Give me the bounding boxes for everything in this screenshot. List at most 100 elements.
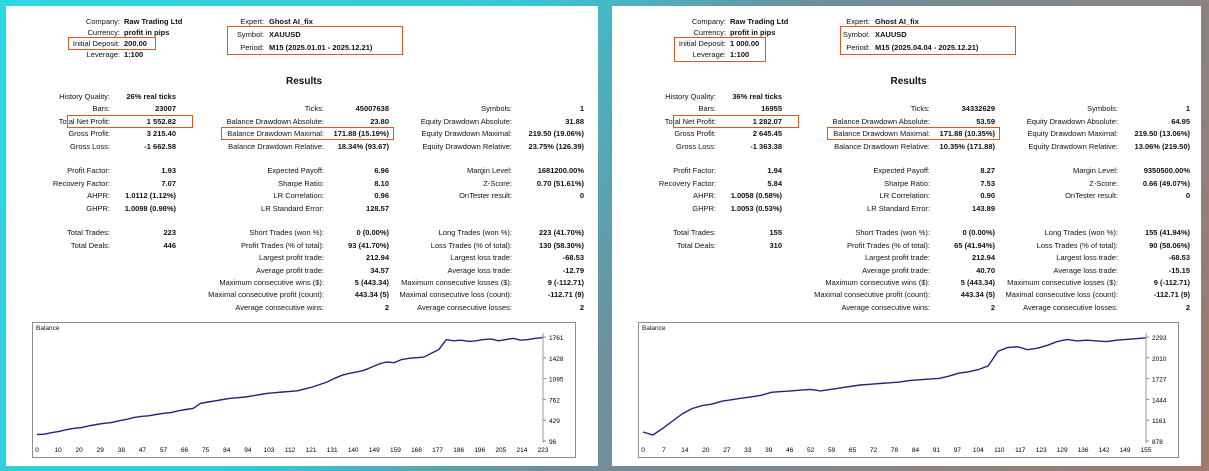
expert-value: Ghost AI_fix — [875, 17, 919, 26]
stat-value: 40.70 — [976, 265, 995, 275]
stat-label: Average loss trade: — [447, 265, 512, 275]
stat-label: Average consecutive losses: — [417, 302, 512, 312]
stat-value: 0 (0.00%) — [356, 228, 389, 238]
currency-label: Currency: — [693, 28, 726, 37]
stat-value: 128.57 — [366, 203, 389, 213]
stat-value: 6.96 — [374, 166, 389, 176]
leverage-value: 1:100 — [730, 50, 750, 59]
stat-label: Maximum consecutive losses ($): — [401, 278, 512, 287]
stat-value: 446 — [163, 240, 176, 250]
x-tick-label: 59 — [828, 447, 836, 454]
stat-value: 212.94 — [366, 253, 389, 263]
x-tick-label: 0 — [35, 447, 39, 454]
stat-label: LR Standard Error: — [261, 203, 324, 213]
x-tick-label: 66 — [181, 447, 189, 454]
stat-value: 10.35% (171.88) — [939, 141, 995, 151]
x-tick-label: 140 — [348, 447, 359, 454]
stat-label: Largest loss trade: — [450, 253, 512, 263]
expert-label: Expert: — [846, 17, 870, 26]
currency-value: profit in pips — [124, 28, 170, 37]
report-right: Company: Raw Trading Ltd Currency: profit i… — [612, 6, 1201, 466]
stat-value: 143.89 — [972, 203, 995, 213]
x-tick-label: 136 — [1078, 447, 1089, 454]
x-tick-label: 75 — [202, 447, 210, 454]
stat-value: 2 — [579, 302, 584, 312]
stat-value: -112.71 (9) — [547, 290, 584, 300]
x-tick-label: 20 — [702, 447, 710, 454]
stat-label: AHPR: — [693, 191, 716, 201]
stat-label: Long Trades (won %): — [1044, 228, 1118, 238]
stat-label: Maximum consecutive losses ($): — [1007, 278, 1118, 287]
stat-label: Average consecutive wins: — [235, 302, 324, 312]
stat-label: Balance Drawdown Maximal: — [227, 129, 324, 139]
stat-label: Gross Loss: — [69, 141, 110, 151]
x-tick-label: 20 — [76, 447, 84, 454]
stat-value: 1 552.82 — [146, 116, 176, 126]
stat-label: Expected Payoff: — [267, 166, 324, 176]
stat-value: 2 — [384, 302, 389, 312]
stat-label: Total Deals: — [70, 240, 110, 250]
stat-label: Average consecutive wins: — [841, 302, 930, 312]
x-tick-label: 121 — [306, 447, 317, 454]
stat-label: Profit Trades (% of total): — [241, 240, 324, 250]
stat-value: 8.10 — [374, 178, 389, 188]
x-tick-label: 131 — [327, 447, 338, 454]
highlight-box — [221, 127, 394, 140]
stat-value: 1 — [579, 104, 584, 114]
stat-label: Symbols: — [481, 104, 512, 114]
stat-value: 443.34 (5) — [354, 290, 389, 300]
x-tick-label: 72 — [870, 447, 878, 454]
x-tick-label: 159 — [390, 447, 401, 454]
x-tick-label: 33 — [744, 447, 752, 454]
stat-value: 443.34 (5) — [960, 290, 995, 300]
stat-value: 1.94 — [767, 166, 782, 176]
stat-label: Average consecutive losses: — [1023, 302, 1118, 312]
stat-label: Total Trades: — [673, 228, 716, 238]
balance-line — [642, 337, 1147, 436]
x-tick-label: 46 — [786, 447, 794, 454]
y-tick-label: 2010 — [1152, 356, 1167, 363]
y-tick-label: 762 — [549, 397, 560, 404]
stat-label: Balance Drawdown Maximal: — [833, 129, 930, 139]
x-tick-label: 112 — [285, 447, 296, 454]
symbol-label: Symbol: — [842, 30, 870, 39]
stat-label: Maximal consecutive profit (count): — [208, 290, 324, 300]
stat-value: 0 (0.00%) — [962, 228, 995, 238]
stat-label: Symbols: — [1087, 104, 1118, 114]
initial-deposit-value: 1 000.00 — [730, 39, 760, 48]
stat-label: Margin Level: — [466, 166, 512, 176]
x-tick-label: 155 — [1141, 447, 1152, 454]
highlight-box — [67, 115, 193, 128]
stat-label: Sharpe Ratio: — [278, 178, 324, 188]
stat-label: LR Correlation: — [273, 191, 324, 201]
stat-value: 212.94 — [972, 253, 995, 263]
stat-value: 23007 — [155, 104, 176, 114]
x-tick-label: 39 — [765, 447, 773, 454]
x-tick-label: 7 — [662, 447, 666, 454]
stat-label: Largest profit trade: — [864, 253, 930, 263]
stat-value: 1.0112 (1.12%) — [125, 191, 176, 201]
stat-label: Bars: — [698, 104, 716, 114]
stat-value: 171.88 (15.19%) — [333, 129, 389, 139]
x-tick-label: 123 — [1036, 447, 1047, 454]
x-tick-label: 65 — [849, 447, 857, 454]
stat-label: Profit Factor: — [67, 166, 110, 176]
initial-deposit-label: Initial Deposit: — [72, 39, 120, 48]
stat-label: Total Net Profit: — [664, 116, 716, 126]
y-tick-label: 1761 — [549, 335, 564, 342]
stat-value: 155 (41.94%) — [1144, 228, 1190, 238]
x-tick-label: 223 — [538, 447, 549, 454]
x-tick-label: 27 — [723, 447, 731, 454]
stat-label: AHPR: — [87, 191, 110, 201]
x-tick-label: 196 — [474, 447, 485, 454]
leverage-label: Leverage: — [692, 50, 726, 59]
stat-label: Gross Loss: — [675, 141, 716, 151]
initial-deposit-label: Initial Deposit: — [678, 39, 726, 48]
y-tick-label: 2293 — [1152, 335, 1167, 342]
period-value: M15 (2025.04.04 - 2025.12.21) — [875, 43, 979, 52]
stat-value: 2 — [990, 302, 995, 312]
stat-value: 23.80 — [370, 116, 389, 126]
stat-label: Maximal consecutive loss (count): — [1005, 290, 1118, 300]
stat-value: 64.95 — [1171, 116, 1190, 126]
stat-value: 13.06% (219.50) — [1134, 141, 1190, 151]
